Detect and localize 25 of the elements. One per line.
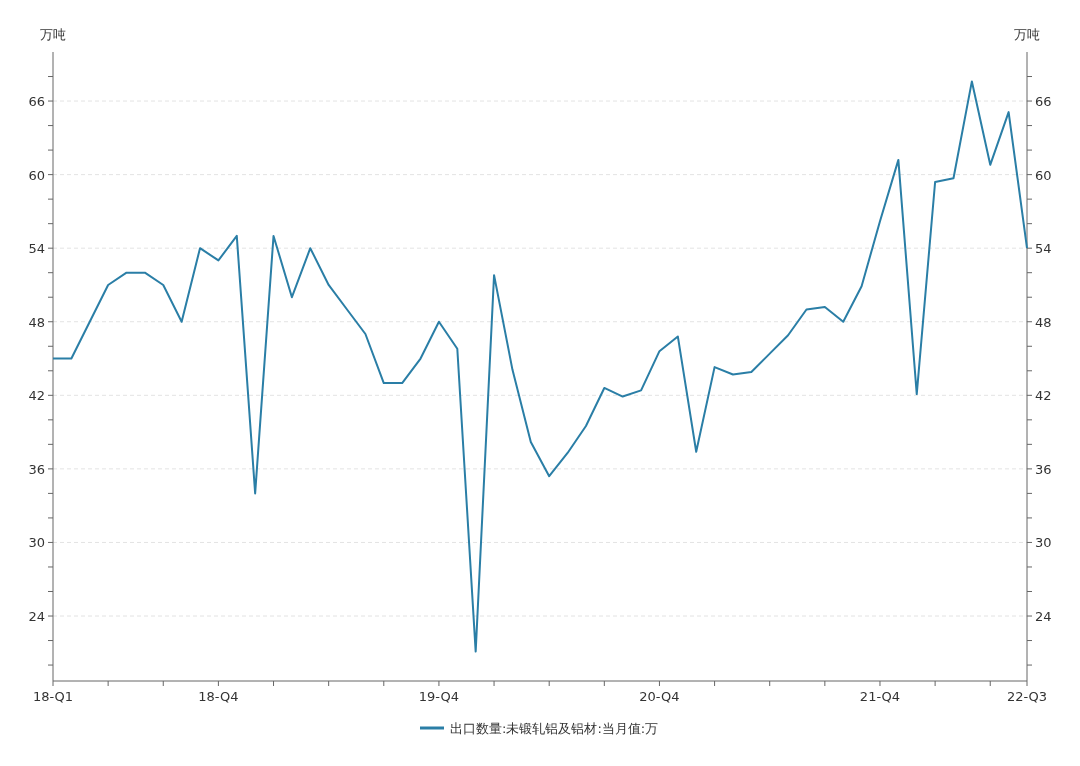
y2-tick-label: 48 [1035,314,1052,330]
y2-tick-label: 30 [1035,535,1052,551]
y-tick-label: 48 [28,314,45,330]
x-tick-label: 19-Q4 [418,689,460,704]
y-tick-label: 30 [28,535,45,551]
y-tick-label: 24 [28,609,45,625]
y2-axis-title: 万吨 [1014,27,1040,42]
y2-tick-label: 60 [1035,167,1052,183]
y2-tick-label: 54 [1035,241,1052,257]
y-tick-label: 36 [28,461,45,477]
y-tick-label: 60 [28,167,45,183]
y-tick-label: 54 [28,241,45,257]
y-tick-label: 42 [28,388,45,404]
legend: 出口数量:未锻轧铝及铝材:当月值:万 [420,721,659,736]
y2-tick-label: 36 [1035,461,1052,477]
x-tick-label: 18-Q4 [198,689,239,704]
y2-tick-label: 24 [1035,609,1052,625]
y-axis-title: 万吨 [40,27,66,42]
x-tick-label: 22-Q3 [1006,689,1048,704]
x-tick-label: 20-Q4 [639,689,680,704]
y2-tick-label: 66 [1035,94,1052,110]
y2-tick-label: 42 [1035,388,1052,404]
y-tick-label: 66 [28,94,45,110]
x-tick-label: 18-Q1 [32,689,74,704]
x-tick-label: 21-Q4 [859,689,901,704]
